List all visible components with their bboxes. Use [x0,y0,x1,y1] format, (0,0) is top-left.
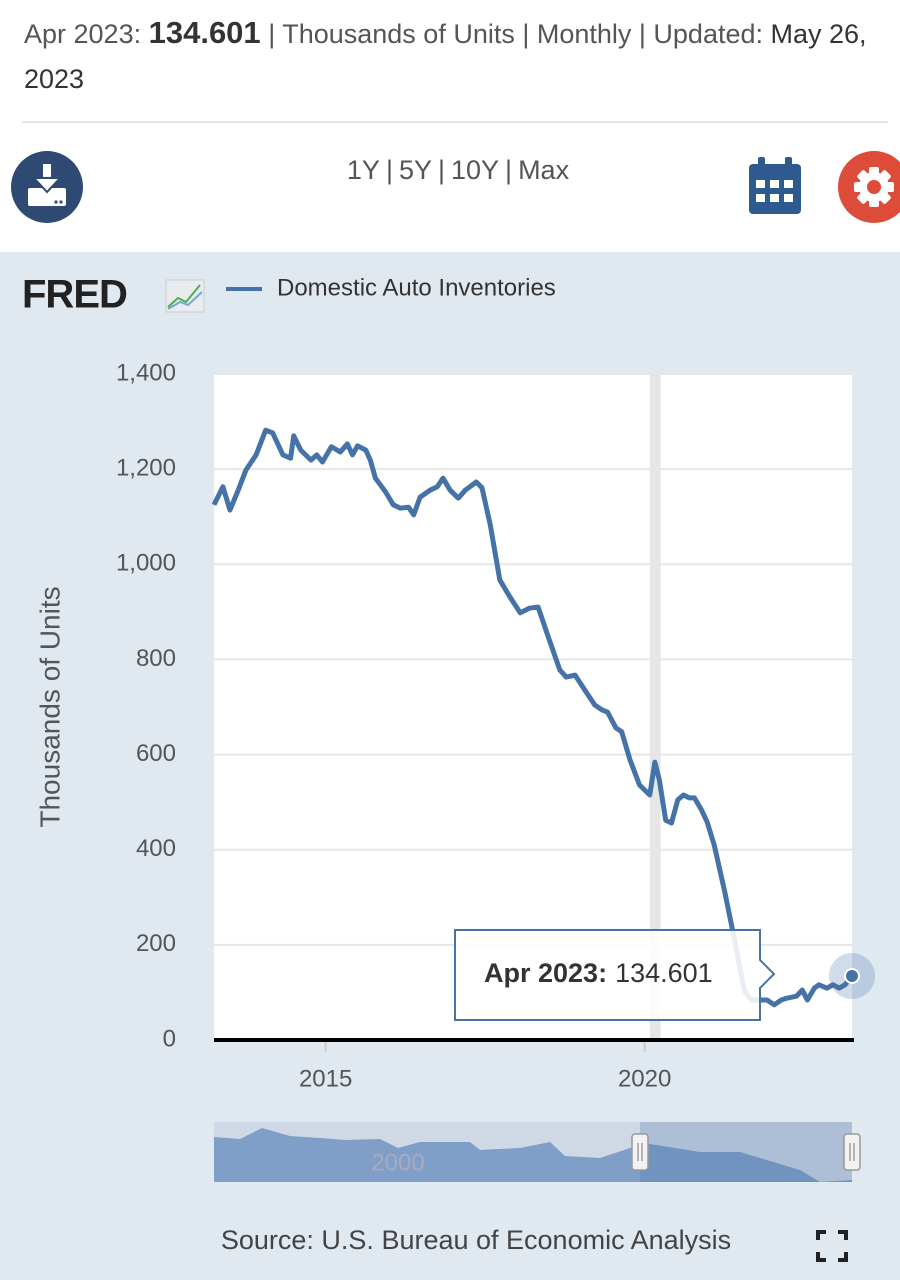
legend-label: Domestic Auto Inventories [277,274,556,301]
fullscreen-button[interactable] [816,1230,848,1262]
tooltip-box [454,929,776,1021]
range-selector: 1Y | 5Y | 10Y | Max [0,155,900,186]
logo-icon [165,279,205,313]
y-tick-label: 600 [136,740,176,767]
source: Source: U.S. Bureau of Economic Analysis [221,1225,731,1255]
y-tick-label: 400 [136,835,176,862]
hover-point [844,967,860,984]
y-axis-label: Thousands of Units [34,586,65,827]
navigator-handle[interactable] [631,1133,649,1171]
header-meta: | Thousands of Units | Monthly | Updated… [268,19,763,49]
range-button[interactable]: 10Y [451,155,500,185]
range-separator: | [385,155,393,185]
shaded-period [649,374,661,1040]
tooltip-label: Apr 2023: [484,958,607,988]
settings-button[interactable] [836,150,900,224]
calendar-button[interactable] [748,156,802,216]
y-tick-label: 0 [163,1025,176,1052]
tooltip-value: 134.601 [615,958,713,988]
range-button[interactable]: 1Y [346,155,380,185]
download-button[interactable] [10,150,84,224]
navigator-handle[interactable] [843,1133,861,1171]
y-tick-label: 200 [136,930,176,957]
range-button[interactable]: Max [518,155,570,185]
x-tick-label: 2015 [299,1065,352,1092]
toolbar-area: Apr 2023: 134.601 | Thousands of Units |… [0,0,900,252]
header: Apr 2023: 134.601 | Thousands of Units |… [24,10,884,102]
y-tick-label: 1,200 [116,454,176,481]
y-tick-label: 1,000 [116,550,176,577]
range-separator: | [437,155,445,185]
range-separator: | [505,155,513,185]
x-tick-label: 2020 [618,1065,671,1092]
header-updated: May 26, 2023 [24,19,867,94]
range-button[interactable]: 5Y [398,155,432,185]
navigator-label: 2000 [371,1149,424,1176]
tooltip: Apr 2023: 134.601 [484,958,713,988]
navigator-selection [640,1122,852,1182]
divider [22,121,888,123]
y-tick-label: 1,400 [116,359,176,386]
chart: FRED Domestic Auto Inventories 0 200 400 600… [22,273,875,1262]
header-date: Apr 2023: [24,19,142,49]
header-value: 134.601 [148,15,261,50]
logo: FRED [22,273,127,317]
navigator-area [214,1128,852,1182]
y-tick-label: 800 [136,645,176,672]
